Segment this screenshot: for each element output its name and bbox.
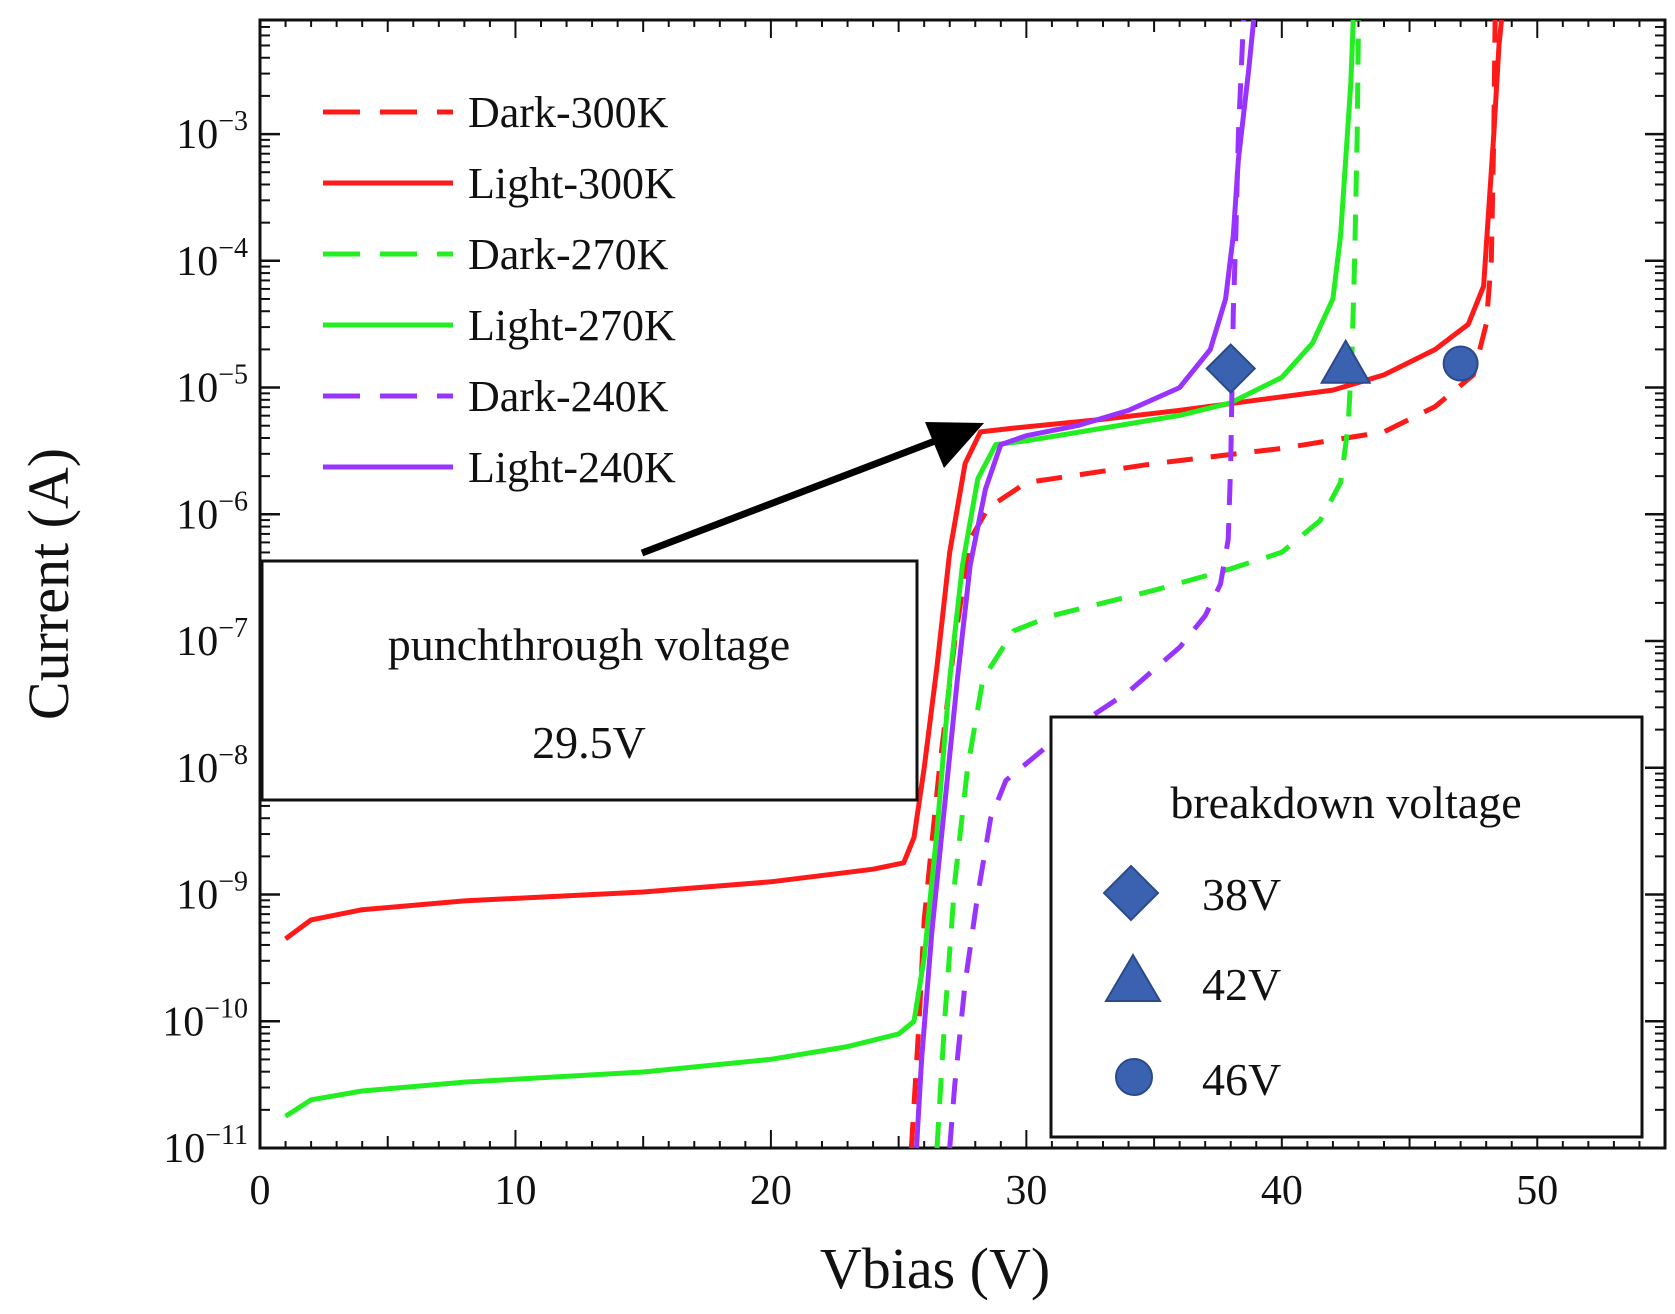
x-tick-label: 50 bbox=[1516, 1168, 1558, 1214]
breakdown-label-46v: 46V bbox=[1202, 1054, 1281, 1105]
breakdown-marker-triangle bbox=[1319, 338, 1372, 384]
x-tick-label: 10 bbox=[494, 1168, 536, 1214]
series-light-270k bbox=[284, 19, 1356, 1119]
breakdown-title: breakdown voltage bbox=[1170, 777, 1521, 828]
legend-label-dark-300k: Dark-300K bbox=[468, 88, 669, 137]
legend-label-light-240k: Light-240K bbox=[468, 443, 676, 492]
series-light-240k bbox=[914, 19, 1257, 1149]
y-tick-label: 10−4 bbox=[176, 233, 248, 285]
y-tick-label: 10−3 bbox=[176, 106, 248, 158]
x-tick-label: 0 bbox=[250, 1168, 271, 1214]
series-dark-270k bbox=[934, 19, 1361, 1149]
y-tick-label: 10−6 bbox=[176, 486, 248, 538]
y-tick-label: 10−8 bbox=[176, 740, 248, 792]
x-tick-label: 20 bbox=[750, 1168, 792, 1214]
punchthrough-annotation: punchthrough voltage 29.5V bbox=[260, 422, 984, 802]
y-tick-label: 10−9 bbox=[176, 867, 248, 919]
legend-label-dark-270k: Dark-270K bbox=[468, 230, 669, 279]
y-tick-label: 10−5 bbox=[176, 360, 248, 412]
y-axis-title: Current (A) bbox=[16, 448, 81, 720]
series-dark-300k bbox=[908, 19, 1498, 1149]
x-tick-label: 40 bbox=[1261, 1168, 1303, 1214]
circle-icon bbox=[1115, 1058, 1153, 1096]
legend-label-dark-240k: Dark-240K bbox=[468, 372, 669, 421]
diamond-icon bbox=[1102, 864, 1160, 922]
triangle-icon bbox=[1104, 953, 1162, 1002]
axis-tick-labels: 0 10 20 30 40 50 10−11 10−10 10−9 10−8 10−7 10−6 10−… bbox=[162, 106, 1558, 1214]
breakdown-annotation: breakdown voltage 38V 42V 46V bbox=[1049, 715, 1644, 1139]
punchthrough-box bbox=[260, 559, 919, 802]
breakdown-label-42v: 42V bbox=[1202, 959, 1281, 1010]
series-dark-240k bbox=[947, 19, 1246, 1149]
series-layer bbox=[284, 19, 1504, 1149]
breakdown-marker-diamond bbox=[1205, 343, 1257, 394]
breakdown-markers bbox=[1205, 338, 1479, 394]
y-tick-label: 10−11 bbox=[163, 1120, 248, 1172]
plot-frame bbox=[258, 18, 1667, 1150]
x-tick-label: 30 bbox=[1005, 1168, 1047, 1214]
y-tick-label: 10−7 bbox=[176, 613, 248, 665]
legend-label-light-270k: Light-270K bbox=[468, 301, 676, 350]
series-light-300k bbox=[284, 19, 1504, 941]
series-legend: Dark-300K Light-300K Dark-270K Light-270K Da… bbox=[323, 88, 676, 492]
punchthrough-arrow-head bbox=[925, 422, 984, 468]
breakdown-marker-circle bbox=[1442, 345, 1479, 382]
y-tick-label: 10−10 bbox=[162, 993, 248, 1045]
legend-label-light-300k: Light-300K bbox=[468, 159, 676, 208]
breakdown-label-38v: 38V bbox=[1202, 869, 1281, 920]
punchthrough-title: punchthrough voltage bbox=[388, 619, 790, 670]
punchthrough-value: 29.5V bbox=[532, 717, 646, 768]
x-axis-title: Vbias (V) bbox=[820, 1236, 1050, 1301]
axis-ticks bbox=[259, 20, 1666, 1150]
punchthrough-arrow-shaft bbox=[640, 437, 937, 557]
